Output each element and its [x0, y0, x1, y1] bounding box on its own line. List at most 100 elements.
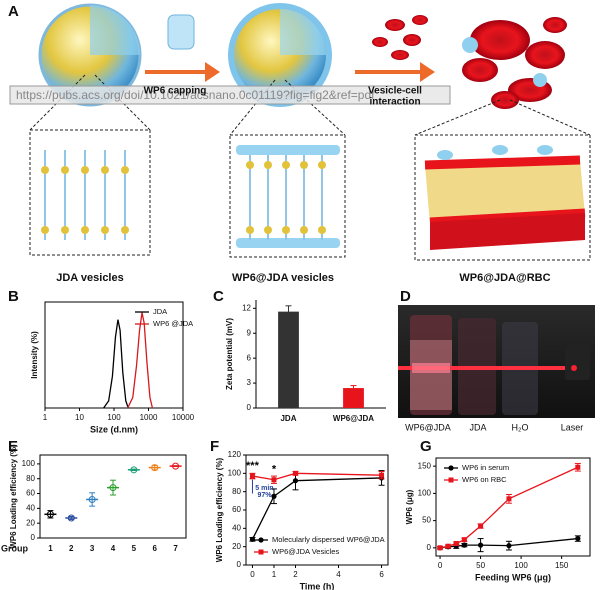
marker [249, 473, 255, 479]
marker [461, 537, 467, 543]
x-tick-label: WP6@JDA [333, 414, 374, 423]
x-tick-label: 150 [555, 561, 569, 570]
x-tick-label: 10000 [172, 413, 195, 422]
y-tick-label: 20 [26, 518, 35, 527]
marker [445, 543, 451, 549]
x-tick-label: 4 [111, 544, 116, 553]
y-tick-label: 3 [247, 378, 252, 387]
series-line [103, 319, 129, 409]
panel-label: A [8, 3, 19, 20]
plot-frame [39, 454, 187, 539]
series-line [251, 477, 382, 540]
x-tick-label: JDA [280, 414, 296, 423]
scheme-label: JDA vesicles [56, 272, 123, 284]
marker [292, 478, 299, 484]
x-axis-label: Size (d.nm) [90, 424, 138, 434]
y-axis-label: Zeta potential (mV) [225, 318, 234, 390]
marker [249, 536, 256, 542]
marker [506, 496, 512, 502]
bar [343, 388, 364, 408]
annotation: 97% [257, 492, 272, 499]
marker [271, 477, 277, 483]
x-tick-label: 2 [293, 570, 298, 579]
x-tick-label: 100 [514, 561, 528, 570]
series-line [252, 472, 382, 481]
photo-label: JDA [469, 422, 486, 432]
x-tick-label: 6 [379, 570, 384, 579]
y-tick-label: 12 [242, 303, 251, 312]
panel-label: F [210, 438, 219, 455]
marker [461, 542, 467, 548]
marker [506, 543, 512, 549]
legend-label: WP6 in serum [462, 463, 509, 472]
point [109, 484, 117, 492]
marker [477, 542, 484, 548]
y-tick-label: 40 [26, 503, 35, 512]
legend-label: JDA [153, 307, 167, 316]
x-axis-label: Group [1, 543, 28, 553]
point [46, 510, 54, 518]
x-tick-label: 3 [90, 544, 95, 553]
y-axis-label: WP6 Loading efficiency (%) [215, 457, 224, 562]
x-tick-label: 1 [272, 570, 277, 579]
marker [478, 523, 484, 529]
x-axis-label: Feeding WP6 (μg) [475, 572, 551, 582]
plot-frame [435, 457, 591, 557]
legend-label: WP6 on RBC [462, 475, 507, 484]
y-axis-label: WP6 (μg) [405, 489, 414, 524]
scheme-label: WP6@JDA@RBC [459, 272, 550, 284]
x-tick-label: 5 [132, 544, 137, 553]
url-box [9, 85, 451, 105]
x-tick-label: 1000 [140, 413, 158, 422]
y-tick-label: 80 [232, 487, 241, 496]
series-line [439, 466, 579, 549]
y-tick-label: 100 [228, 468, 242, 477]
photo-label: H₂O [512, 422, 529, 432]
photo-label: WP6@JDA [405, 422, 451, 432]
point [130, 466, 138, 474]
marker [292, 470, 298, 476]
x-axis-label: Time (h) [300, 581, 335, 590]
marker [271, 493, 277, 499]
panel-label: B [8, 288, 19, 305]
y-axis-label: WP6 Loading efficiency (%) [9, 444, 18, 549]
step-label: WP6 capping [144, 86, 207, 97]
bar [278, 311, 299, 408]
y-tick-label: 6 [247, 353, 252, 362]
panel-label: D [400, 288, 411, 305]
panel-label: C [213, 288, 224, 305]
annotation: * [272, 464, 277, 476]
legend-marker [448, 477, 454, 483]
point [67, 514, 75, 522]
marker [437, 545, 443, 551]
y-tick-label: 80 [26, 474, 35, 483]
step-label: interaction [369, 97, 420, 108]
x-tick-label: 1 [43, 413, 48, 422]
y-tick-label: 0 [31, 533, 36, 542]
legend-marker [258, 537, 264, 543]
scheme-label: WP6@JDA vesicles [232, 272, 334, 284]
y-tick-label: 0 [247, 403, 252, 412]
y-tick-label: 60 [26, 489, 35, 498]
y-tick-label: 150 [418, 461, 432, 470]
x-tick-label: 0 [250, 570, 255, 579]
point [88, 495, 96, 503]
y-tick-label: 100 [22, 459, 36, 468]
point [172, 462, 180, 470]
panel-label: G [420, 438, 432, 455]
marker [575, 535, 581, 542]
x-tick-label: 7 [173, 544, 178, 553]
x-tick-label: 50 [476, 561, 485, 570]
x-tick-label: 2 [69, 544, 74, 553]
y-tick-label: 50 [422, 516, 431, 525]
x-tick-label: 1 [48, 544, 53, 553]
y-axis-label: Intensity (%) [30, 331, 39, 379]
legend-label: Molecularly dispersed WP6@JDA [272, 535, 385, 544]
y-tick-label: 40 [232, 523, 241, 532]
series-line [127, 312, 154, 409]
annotation: *** [246, 460, 260, 472]
panel-label: E [8, 438, 18, 455]
marker [453, 540, 459, 546]
y-tick-label: 60 [232, 505, 241, 514]
